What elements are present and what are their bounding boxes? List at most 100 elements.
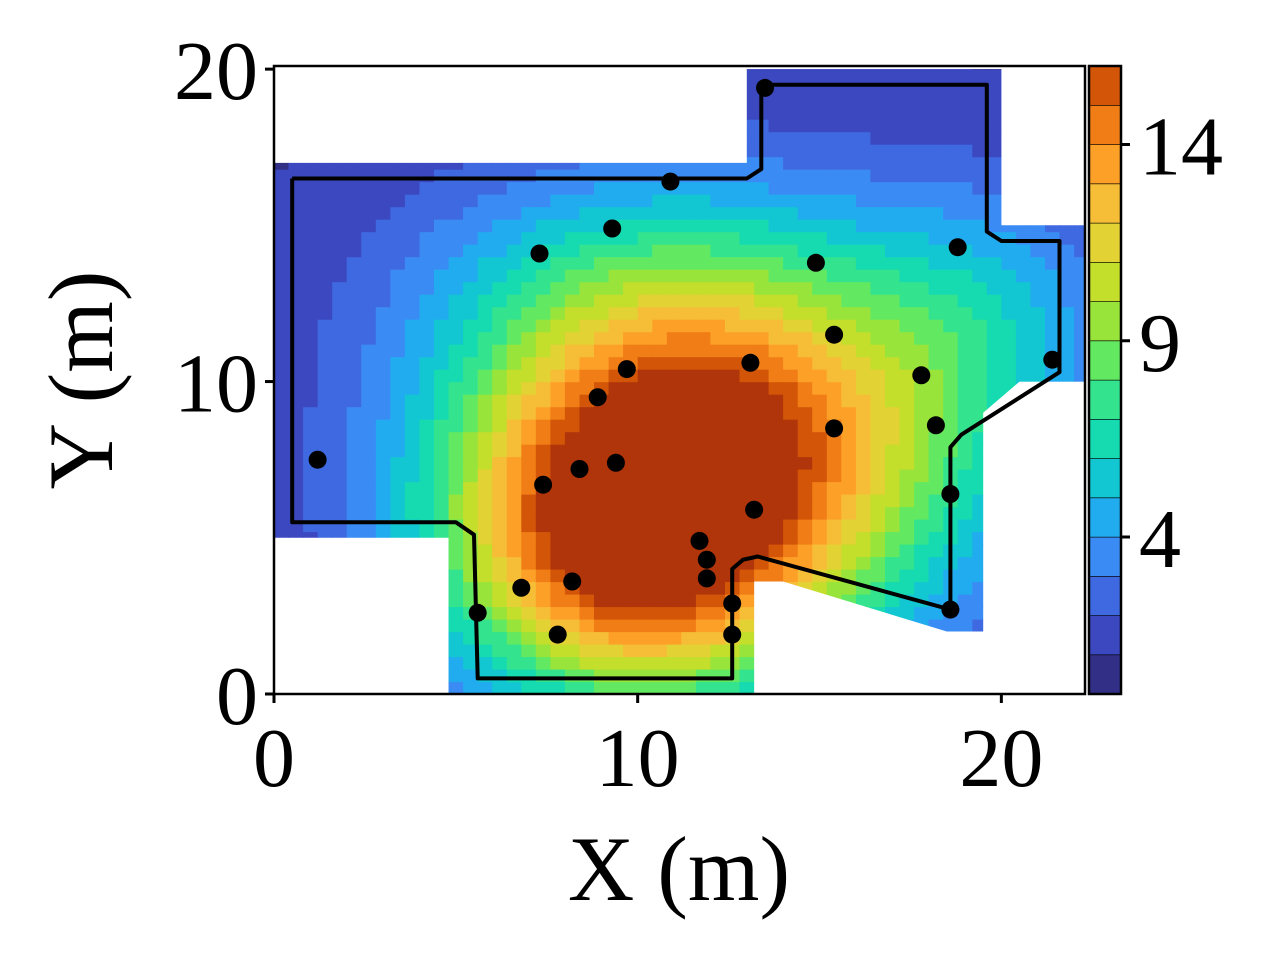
heat-cell <box>652 456 668 470</box>
heat-cell <box>899 181 915 195</box>
heat-cell <box>506 631 522 645</box>
heat-cell <box>477 581 493 595</box>
heat-cell <box>550 194 566 208</box>
heat-cell <box>725 106 741 120</box>
heat-cell <box>1045 256 1061 270</box>
heat-cell <box>812 431 828 445</box>
heat-cell <box>463 356 479 370</box>
heat-cell <box>521 106 537 120</box>
heat-cell <box>521 456 537 470</box>
heat-cell <box>434 444 450 458</box>
heat-cell <box>783 256 799 270</box>
heat-cell <box>608 481 624 495</box>
heat-cell <box>274 394 290 408</box>
heat-cell <box>1015 219 1031 233</box>
heat-cell <box>826 144 842 158</box>
heat-cell <box>1059 494 1075 508</box>
heat-cell <box>885 331 901 345</box>
heat-cell <box>579 281 595 295</box>
heat-cell <box>521 644 537 658</box>
heat-cell <box>972 581 988 595</box>
heat-cell <box>739 606 755 620</box>
heat-cell <box>957 194 973 208</box>
heat-cell <box>390 181 406 195</box>
heat-cell <box>361 456 377 470</box>
heat-cell <box>972 281 988 295</box>
heat-cell <box>1074 531 1085 545</box>
heat-cell <box>419 356 435 370</box>
heat-cell <box>521 556 537 570</box>
heat-cell <box>855 569 871 583</box>
heat-cell <box>768 494 784 508</box>
heat-cell <box>652 581 668 595</box>
heat-cell <box>652 369 668 383</box>
heat-cell <box>899 506 915 520</box>
heat-cell <box>564 481 580 495</box>
heat-cell <box>1045 381 1061 395</box>
heat-cell <box>361 556 377 570</box>
heat-cell <box>361 481 377 495</box>
heat-cell <box>681 181 697 195</box>
heat-cell <box>986 269 1002 283</box>
heat-cell <box>521 394 537 408</box>
heat-cell <box>463 206 479 220</box>
heat-cell <box>1045 581 1061 595</box>
heat-cell <box>739 319 755 333</box>
heat-cell <box>390 119 406 133</box>
heat-cell <box>783 119 799 133</box>
heat-cell <box>506 381 522 395</box>
heat-cell <box>1045 444 1061 458</box>
heat-cell <box>564 444 580 458</box>
heat-cell <box>623 106 639 120</box>
heat-cell <box>477 644 493 658</box>
heat-cell <box>899 281 915 295</box>
heat-cell <box>463 244 479 258</box>
heat-cell <box>783 431 799 445</box>
heat-cell <box>870 606 886 620</box>
heat-cell <box>666 431 682 445</box>
heat-cell <box>783 606 799 620</box>
heat-cell <box>739 69 755 83</box>
heat-cell <box>550 281 566 295</box>
heat-cell <box>434 119 450 133</box>
heat-cell <box>404 456 420 470</box>
heat-cell <box>695 356 711 370</box>
heat-cell <box>346 94 362 108</box>
heat-cell <box>623 381 639 395</box>
heat-cell <box>710 444 726 458</box>
heat-cell <box>870 619 886 633</box>
heat-cell <box>1015 631 1031 645</box>
heat-cell <box>521 494 537 508</box>
heat-cell <box>1045 469 1061 483</box>
heat-cell <box>1001 181 1017 195</box>
heat-cell <box>448 294 464 308</box>
heat-cell <box>914 581 930 595</box>
heat-cell <box>506 319 522 333</box>
heat-cell <box>826 481 842 495</box>
heat-cell <box>899 519 915 533</box>
heat-cell <box>695 331 711 345</box>
heat-cell <box>1001 69 1017 70</box>
heat-cell <box>812 581 828 595</box>
heat-cell <box>725 131 741 145</box>
heat-cell <box>826 506 842 520</box>
heat-cell <box>623 244 639 258</box>
heat-cell <box>521 431 537 445</box>
heat-cell <box>725 94 741 108</box>
heat-cell <box>739 431 755 445</box>
heat-cell <box>652 644 668 658</box>
heat-cell <box>943 631 959 645</box>
heat-cell <box>710 319 726 333</box>
heat-cell <box>332 194 348 208</box>
heat-cell <box>419 419 435 433</box>
heat-cell <box>404 644 420 658</box>
heat-cell <box>361 306 377 320</box>
heat-cell <box>972 119 988 133</box>
heat-cell <box>506 619 522 633</box>
heat-cell <box>637 144 653 158</box>
heat-cell <box>506 644 522 658</box>
heat-cell <box>419 119 435 133</box>
heat-cell <box>943 419 959 433</box>
heat-cell <box>303 319 319 333</box>
heat-cell <box>404 619 420 633</box>
